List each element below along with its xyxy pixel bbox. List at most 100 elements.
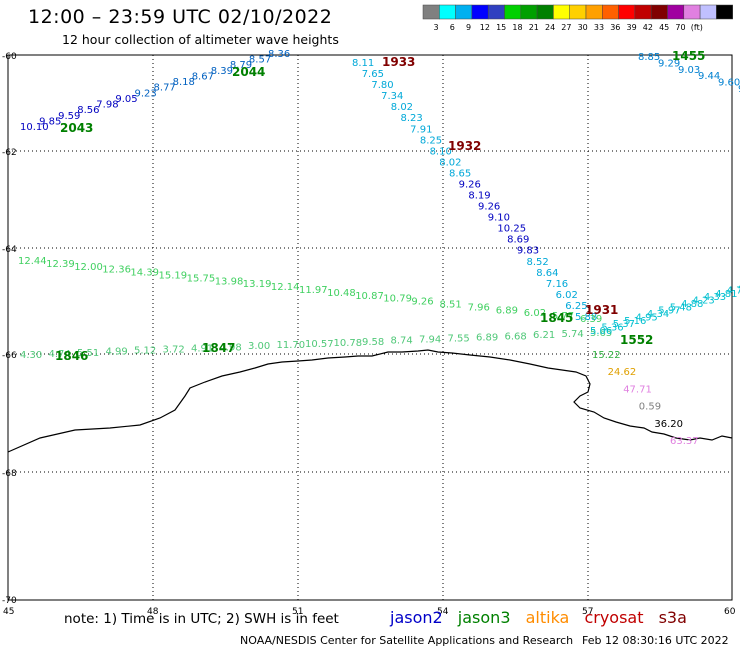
latitude-labels: -60 -62 -64 -66 -68 -70 (2, 52, 17, 606)
swh-value: 9.29 (658, 58, 680, 69)
swh-value: 12.44 (18, 256, 47, 267)
swh-value: 9.46 (738, 84, 740, 95)
swh-value: 7.80 (371, 80, 393, 91)
swh-value: 7.96 (468, 302, 490, 313)
swh-value: 14.39 (130, 268, 159, 279)
lat-label: -70 (2, 596, 17, 606)
swh-value: 8.52 (527, 257, 549, 268)
legend-swatch (520, 4, 538, 20)
swh-value: 10.87 (355, 291, 384, 302)
legend-label: 15 (496, 23, 506, 32)
swh-value: 4.70 (727, 285, 740, 296)
lon-label: 51 (292, 607, 303, 617)
legend-swatch (439, 4, 456, 20)
swh-value: 7.98 (96, 100, 118, 111)
swh-value: 8.67 (192, 71, 214, 82)
pass-time-label: 1845 (540, 311, 573, 325)
swh-value: 12.00 (74, 262, 103, 273)
swh-value: 9.03 (678, 65, 700, 76)
swh-value: 11.70 (277, 340, 306, 351)
track-layer: 10.109.859.598.567.989.059.238.778.188.6… (18, 49, 740, 447)
swh-value: 8.11 (352, 58, 374, 69)
legend-swatch (455, 4, 473, 20)
swh-value: 9.44 (698, 71, 720, 82)
legend-label: 70 (675, 23, 685, 32)
lon-label: 54 (437, 607, 449, 617)
swh-value: 4.98 (220, 342, 242, 353)
swh-value: 8.57 (249, 55, 271, 66)
map-frame (7, 54, 733, 601)
pass-time-label: 1931 (585, 303, 618, 317)
swh-value: 9.59 (58, 111, 80, 122)
footer-note: note: 1) Time is in UTC; 2) SWH is in fe… (64, 611, 339, 627)
page-subtitle: 12 hour collection of altimeter wave hei… (62, 32, 339, 47)
legend-swatch (667, 4, 685, 20)
swh-value: 0.59 (639, 402, 661, 413)
swh-value: 6.89 (496, 305, 518, 316)
swh-value: 6.25 (565, 301, 587, 312)
legend-label: 12 (480, 23, 490, 32)
swh-value: 5.97 (658, 306, 680, 317)
swh-value: 8.36 (268, 49, 290, 60)
lat-label: -68 (2, 469, 17, 479)
swh-value: 4.95 (636, 312, 658, 323)
legend-swatch (618, 4, 636, 20)
swh-value: 9.60 (718, 78, 740, 89)
swh-value: 9.83 (517, 246, 539, 257)
antarctic-coastline (7, 349, 733, 453)
swh-value: 9.26 (478, 202, 500, 213)
swh-value: 8.23 (400, 113, 422, 124)
pass-time-label: 1933 (382, 55, 415, 69)
swh-value: 8.02 (439, 157, 461, 168)
swh-value: 8.65 (449, 168, 471, 179)
swh-value: 6.39 (580, 314, 602, 325)
swh-value: 7.16 (546, 279, 568, 290)
swh-value: 8.25 (420, 135, 442, 146)
swh-value: 3.72 (163, 345, 185, 356)
swh-value: 24.62 (608, 367, 637, 378)
color-legend: 3 6 9 12 15 18 21 24 27 30 33 36 39 42 45 70 (ft) (422, 4, 733, 32)
swh-value: 15.75 (187, 273, 216, 284)
swh-value: 10.48 (327, 288, 356, 299)
swh-value: 4.23 (692, 296, 714, 307)
swh-value: 7.34 (381, 91, 403, 102)
legend-swatch (422, 4, 440, 20)
lat-label: -64 (2, 245, 17, 255)
legend-swatch (585, 4, 603, 20)
pass-time-label: 1932 (448, 139, 481, 153)
swh-value: 5.77 (552, 311, 574, 322)
legend-label: 45 (659, 23, 669, 32)
swh-value: 10.78 (334, 338, 363, 349)
swh-value: 8.77 (154, 83, 176, 94)
legend-label: 24 (545, 23, 555, 32)
swh-value: 8.39 (211, 66, 233, 77)
swh-value: 3.00 (248, 341, 270, 352)
satellite-jason2: jason2 (390, 608, 443, 627)
swh-value: 6.89 (476, 332, 498, 343)
swh-value: 9.10 (488, 213, 510, 224)
satellite-s3a: s3a (658, 608, 687, 627)
lon-label: 48 (147, 607, 159, 617)
legend-label: 36 (610, 23, 620, 32)
swh-value: 36.20 (654, 419, 683, 430)
swh-value: 10.10 (20, 122, 49, 133)
swh-value: 47.71 (623, 384, 652, 395)
swh-value: 15.22 (592, 350, 621, 361)
swh-value: 12.14 (271, 282, 300, 293)
swh-value: 4.24 (738, 282, 740, 293)
swh-value: 5.88 (575, 312, 597, 323)
legend-swatch (650, 4, 668, 20)
swh-value: 12.36 (102, 265, 131, 276)
swh-value: 4.33 (704, 292, 726, 303)
graticule (8, 55, 732, 600)
swh-value: 4.34 (647, 309, 669, 320)
swh-value: 7.65 (362, 69, 384, 80)
swh-value: 8.56 (77, 105, 99, 116)
swh-value: 8.85 (638, 52, 660, 63)
legend-label: 3 (433, 23, 438, 32)
swh-value: 5.65 (590, 328, 612, 339)
swh-value: 63.37 (670, 436, 699, 447)
satellite-jason3: jason3 (457, 608, 511, 627)
pass-time-label: 2043 (60, 121, 93, 135)
